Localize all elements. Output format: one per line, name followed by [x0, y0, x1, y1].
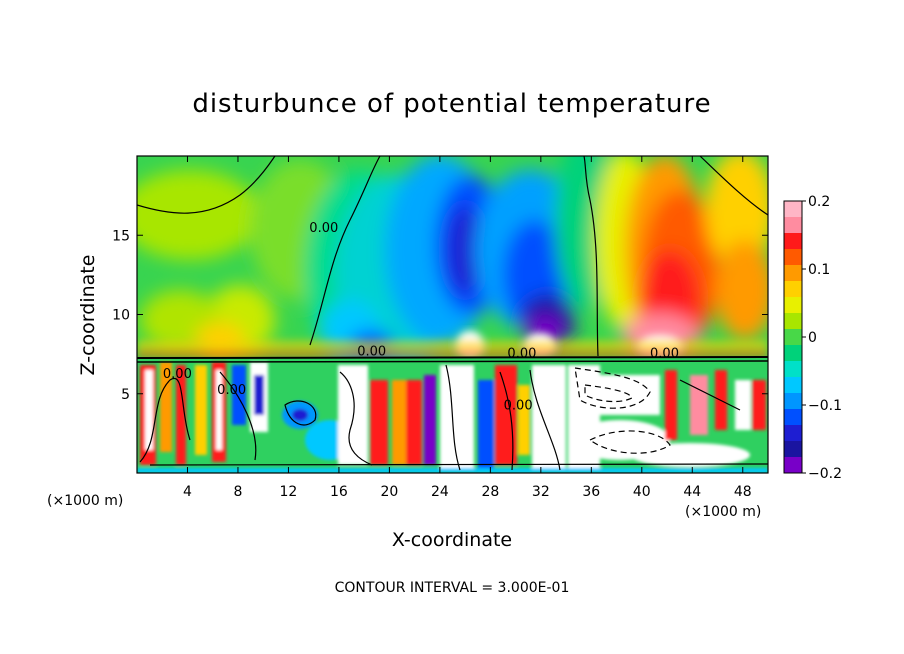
colorbar-tick-label: −0.1	[808, 398, 842, 414]
contour-labels: 0.00 0.00 0.00 0.00 0.00 0.00 0.00	[163, 221, 679, 414]
x-tick-label: 36	[582, 484, 600, 500]
plot-area	[137, 156, 768, 473]
x-tick-label: 32	[532, 484, 550, 500]
y-tick-label: 5	[121, 387, 130, 403]
contour-label: 0.00	[309, 221, 338, 236]
colorbar-segment	[784, 217, 802, 234]
x-unit-left: (×1000 m)	[47, 493, 123, 509]
colorbar-segment	[784, 329, 802, 346]
x-tick-label: 20	[380, 484, 398, 500]
colorbar-segment	[784, 457, 802, 474]
colorbar-segment	[784, 297, 802, 314]
colorbar-segment	[784, 409, 802, 426]
contour-label: 0.00	[507, 346, 536, 361]
colorbar-segment	[784, 345, 802, 362]
x-tick-label: 44	[683, 484, 701, 500]
colorbar-tick-label: −0.2	[808, 466, 842, 482]
colorbar-tick-label: 0.1	[808, 262, 830, 278]
colorbar-segment	[784, 377, 802, 394]
contour-label: 0.00	[650, 346, 679, 361]
colorbar	[783, 200, 803, 474]
x-axis-label: X-coordinate	[392, 529, 512, 551]
colorbar-segment	[784, 393, 802, 410]
x-tick-label: 48	[734, 484, 752, 500]
colorbar-tick-label: 0	[808, 330, 817, 346]
colorbar-segment	[784, 265, 802, 282]
colorbar-segment	[784, 425, 802, 442]
x-tick-label: 8	[233, 484, 242, 500]
x-tick-label: 28	[481, 484, 499, 500]
x-tick-label: 16	[330, 484, 348, 500]
x-axis: 4 8 12 16 20 24 28 32 36 40 44 48	[183, 156, 752, 500]
x-unit-right: (×1000 m)	[685, 504, 761, 520]
upper-field-highlights	[137, 331, 768, 359]
colorbar-tick-label: 0.2	[808, 194, 830, 210]
y-tick-label: 15	[112, 228, 130, 244]
colorbar-segment	[784, 361, 802, 378]
colorbar-segment	[784, 281, 802, 298]
y-axis-label: Z-coordinate	[77, 255, 99, 376]
x-tick-label: 24	[431, 484, 449, 500]
chart-title: disturbunce of potential temperature	[192, 89, 711, 119]
colorbar-ticks: 0.2 0.1 0 −0.1 −0.2	[802, 194, 842, 482]
contour-label: 0.00	[163, 367, 192, 382]
contour-label: 0.00	[504, 399, 533, 414]
colorbar-segment	[784, 249, 802, 266]
contour-interval-note: CONTOUR INTERVAL = 3.000E-01	[335, 580, 570, 596]
upper-field	[137, 156, 768, 375]
colorbar-segment	[784, 201, 802, 218]
contour-label: 0.00	[217, 383, 246, 398]
contour-lines	[137, 156, 768, 471]
contour-label: 0.00	[357, 345, 386, 360]
colorbar-segment	[784, 313, 802, 330]
y-axis: 5 10 15	[112, 228, 768, 403]
y-tick-label: 10	[112, 308, 130, 324]
x-tick-label: 4	[183, 484, 192, 500]
lower-field	[137, 362, 768, 473]
x-tick-label: 40	[633, 484, 651, 500]
x-tick-label: 12	[280, 484, 298, 500]
colorbar-segment	[784, 233, 802, 250]
colorbar-segment	[784, 441, 802, 458]
